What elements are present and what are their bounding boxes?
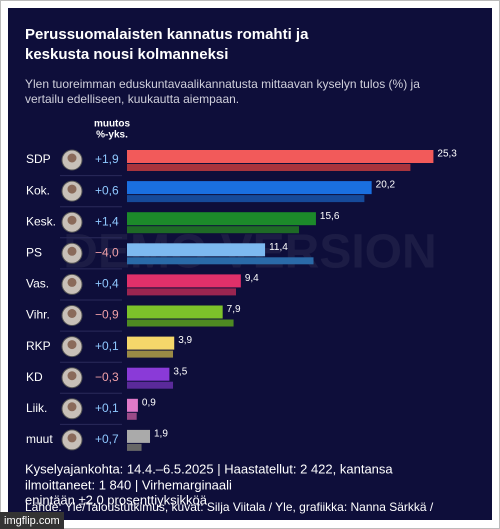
- bar: [127, 305, 223, 319]
- bar: [127, 212, 316, 226]
- previous-bar: [127, 164, 411, 171]
- change-label: −0,3: [95, 370, 119, 384]
- change-label: −4,0: [95, 245, 119, 259]
- portrait-face: [67, 153, 77, 163]
- previous-bar: [127, 288, 236, 296]
- category-label: KD: [26, 370, 43, 384]
- change-label: +0,1: [95, 339, 119, 353]
- category-label: PS: [26, 245, 42, 259]
- category-label: Vas.: [26, 277, 49, 291]
- value-label: 3,9: [178, 335, 192, 346]
- column-header: %-yks.: [96, 130, 128, 141]
- category-label: Kok.: [26, 183, 50, 197]
- title: keskusta nousi kolmanneksi: [25, 46, 228, 63]
- value-label: 0,9: [142, 397, 156, 408]
- portrait-face: [67, 309, 77, 318]
- portrait-face: [67, 402, 77, 412]
- portrait-face: [67, 184, 77, 194]
- footer: enintään ±2,0 prosenttiyksikköä: [25, 492, 208, 507]
- value-label: 15,6: [320, 211, 340, 222]
- change-label: +0,6: [95, 183, 119, 197]
- value-label: 11,4: [269, 242, 288, 253]
- portrait-face: [67, 433, 77, 443]
- bar: [127, 336, 175, 350]
- change-label: −0,9: [95, 308, 119, 322]
- bar: [127, 274, 241, 288]
- change-label: +0,1: [95, 401, 119, 415]
- change-label: +1,4: [95, 214, 119, 228]
- portrait-face: [67, 246, 77, 256]
- column-header: muutos: [94, 119, 131, 130]
- portrait-face: [67, 215, 77, 225]
- footer: Kyselyajankohta: 14.4.–6.5.2025 | Haasta…: [25, 461, 393, 476]
- subtitle: Ylen tuoreimman eduskuntavaalikannatusta…: [25, 77, 420, 91]
- value-label: 25,3: [437, 149, 457, 160]
- subtitle: vertailu edelliseen, kuukautta aiempaan.: [25, 92, 239, 106]
- change-label: +0,4: [95, 277, 119, 291]
- bar: [127, 150, 434, 163]
- bar: [127, 243, 266, 257]
- bar: [127, 429, 151, 443]
- credit: imgflip.com: [4, 515, 60, 527]
- previous-bar: [127, 350, 174, 358]
- category-label: Vihr.: [26, 308, 50, 322]
- previous-bar: [127, 257, 314, 265]
- category-label: SDP: [26, 152, 51, 166]
- portrait-face: [67, 277, 77, 287]
- previous-bar: [127, 226, 299, 234]
- previous-bar: [127, 319, 234, 327]
- previous-bar: [127, 443, 142, 451]
- category-label: RKP: [26, 339, 51, 353]
- portrait-face: [67, 340, 77, 350]
- value-label: 7,9: [227, 304, 241, 315]
- portrait-face: [67, 371, 77, 381]
- value-label: 3,5: [173, 366, 187, 377]
- bar: [127, 181, 372, 195]
- value-label: 9,4: [245, 273, 259, 284]
- category-label: Liik.: [26, 401, 47, 415]
- value-label: 1,9: [154, 429, 168, 440]
- value-label: 20,2: [376, 180, 396, 191]
- change-label: +0,7: [95, 432, 119, 446]
- category-label: muut: [26, 432, 53, 446]
- previous-bar: [127, 195, 365, 203]
- category-label: Kesk.: [26, 214, 56, 228]
- bar: [127, 398, 138, 412]
- title: Perussuomalaisten kannatus romahti ja: [25, 26, 309, 43]
- credit-bg: [0, 512, 64, 529]
- change-label: +1,9: [95, 152, 119, 166]
- footer: ilmoittaneet: 1 840 | Virhemarginaali: [25, 477, 232, 492]
- footer: Lähde: Yle/Taloustutkimus, kuvat: Silja …: [25, 500, 434, 514]
- previous-bar: [127, 381, 174, 389]
- previous-bar: [127, 412, 137, 420]
- bar: [127, 367, 170, 381]
